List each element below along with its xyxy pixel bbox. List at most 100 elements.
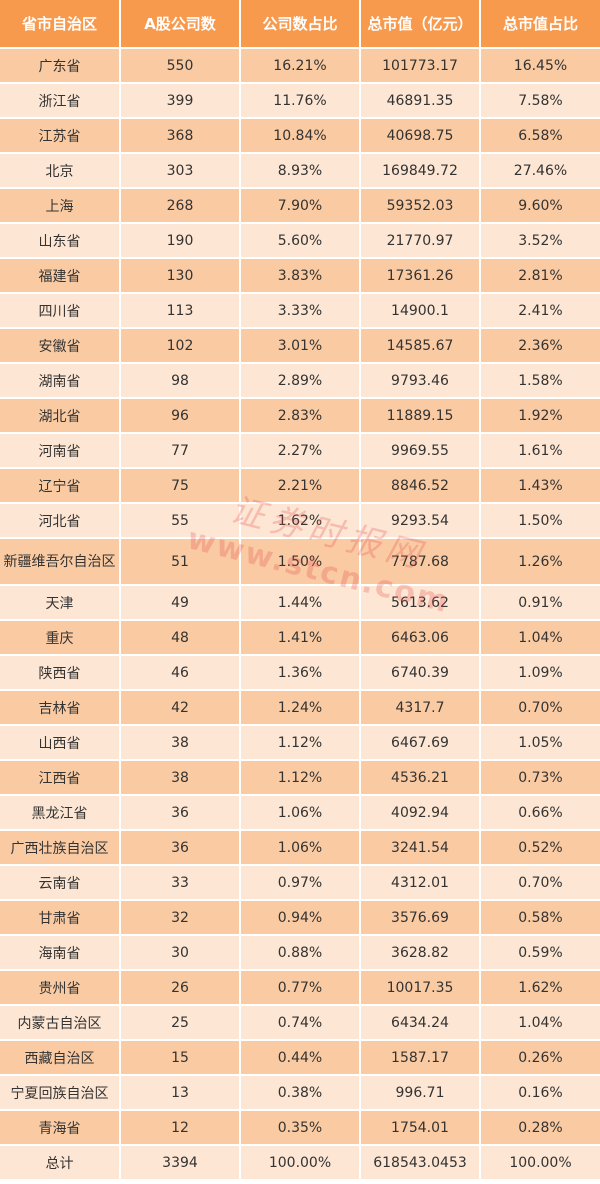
- row-region-cell: 新疆维吾尔自治区: [0, 539, 119, 584]
- row-market-cap-cell: 996.71: [361, 1076, 479, 1109]
- row-company-share-cell: 16.21%: [241, 49, 359, 82]
- row-region-cell: 广西壮族自治区: [0, 831, 119, 864]
- row-region-cell: 天津: [0, 586, 119, 619]
- row-company-count-cell: 49: [121, 586, 239, 619]
- row-region-cell: 江苏省: [0, 119, 119, 152]
- row-company-share-cell: 3.01%: [241, 329, 359, 362]
- row-company-share-cell: 0.97%: [241, 866, 359, 899]
- row-region-cell: 内蒙古自治区: [0, 1006, 119, 1039]
- row-market-cap-cell: 9293.54: [361, 504, 479, 537]
- row-company-share-cell: 3.33%: [241, 294, 359, 327]
- row-company-count-cell: 96: [121, 399, 239, 432]
- row-company-count-cell: 32: [121, 901, 239, 934]
- row-market-cap-cell: 14900.1: [361, 294, 479, 327]
- row-market-cap-cell: 9793.46: [361, 364, 479, 397]
- row-market-cap-share-cell: 2.36%: [481, 329, 600, 362]
- row-company-share-cell: 0.74%: [241, 1006, 359, 1039]
- header-company-count: A股公司数: [121, 0, 239, 47]
- row-company-share-cell: 10.84%: [241, 119, 359, 152]
- row-company-count-cell: 36: [121, 796, 239, 829]
- row-market-cap-share-cell: 1.04%: [481, 1006, 600, 1039]
- row-market-cap-share-cell: 0.16%: [481, 1076, 600, 1109]
- row-region-cell: 湖北省: [0, 399, 119, 432]
- row-market-cap-share-cell: 27.46%: [481, 154, 600, 187]
- row-region-cell: 湖南省: [0, 364, 119, 397]
- row-company-count-cell: 113: [121, 294, 239, 327]
- row-region-cell: 辽宁省: [0, 469, 119, 502]
- row-market-cap-share-cell: 0.26%: [481, 1041, 600, 1074]
- row-company-share-cell: 1.36%: [241, 656, 359, 689]
- row-market-cap-cell: 9969.55: [361, 434, 479, 467]
- row-region-cell: 河北省: [0, 504, 119, 537]
- row-market-cap-share-cell: 0.70%: [481, 691, 600, 724]
- total-market-cap-share-cell: 100.00%: [481, 1146, 600, 1179]
- total-region-cell: 总计: [0, 1146, 119, 1179]
- header-company-share: 公司数占比: [241, 0, 359, 47]
- row-region-cell: 河南省: [0, 434, 119, 467]
- row-region-cell: 黑龙江省: [0, 796, 119, 829]
- row-company-count-cell: 51: [121, 539, 239, 584]
- row-market-cap-cell: 6740.39: [361, 656, 479, 689]
- row-market-cap-cell: 21770.97: [361, 224, 479, 257]
- row-region-cell: 上海: [0, 189, 119, 222]
- row-company-share-cell: 1.06%: [241, 831, 359, 864]
- row-company-share-cell: 8.93%: [241, 154, 359, 187]
- row-market-cap-share-cell: 1.26%: [481, 539, 600, 584]
- row-company-count-cell: 190: [121, 224, 239, 257]
- row-company-count-cell: 77: [121, 434, 239, 467]
- row-company-share-cell: 0.38%: [241, 1076, 359, 1109]
- row-company-count-cell: 46: [121, 656, 239, 689]
- row-market-cap-share-cell: 1.05%: [481, 726, 600, 759]
- row-market-cap-cell: 40698.75: [361, 119, 479, 152]
- row-market-cap-cell: 169849.72: [361, 154, 479, 187]
- row-market-cap-cell: 4312.01: [361, 866, 479, 899]
- row-market-cap-share-cell: 2.81%: [481, 259, 600, 292]
- row-company-share-cell: 2.89%: [241, 364, 359, 397]
- row-region-cell: 陕西省: [0, 656, 119, 689]
- row-market-cap-cell: 101773.17: [361, 49, 479, 82]
- row-company-share-cell: 0.94%: [241, 901, 359, 934]
- row-market-cap-cell: 6434.24: [361, 1006, 479, 1039]
- row-market-cap-share-cell: 9.60%: [481, 189, 600, 222]
- row-market-cap-cell: 3628.82: [361, 936, 479, 969]
- row-market-cap-cell: 7787.68: [361, 539, 479, 584]
- row-company-count-cell: 15: [121, 1041, 239, 1074]
- row-region-cell: 广东省: [0, 49, 119, 82]
- row-market-cap-cell: 4317.7: [361, 691, 479, 724]
- row-market-cap-share-cell: 0.58%: [481, 901, 600, 934]
- row-company-count-cell: 399: [121, 84, 239, 117]
- row-market-cap-share-cell: 1.43%: [481, 469, 600, 502]
- row-company-count-cell: 38: [121, 761, 239, 794]
- row-region-cell: 西藏自治区: [0, 1041, 119, 1074]
- row-market-cap-cell: 8846.52: [361, 469, 479, 502]
- row-company-count-cell: 48: [121, 621, 239, 654]
- row-market-cap-cell: 59352.03: [361, 189, 479, 222]
- row-market-cap-share-cell: 3.52%: [481, 224, 600, 257]
- row-company-count-cell: 368: [121, 119, 239, 152]
- total-company-share-cell: 100.00%: [241, 1146, 359, 1179]
- row-market-cap-cell: 11889.15: [361, 399, 479, 432]
- row-market-cap-share-cell: 1.50%: [481, 504, 600, 537]
- row-region-cell: 福建省: [0, 259, 119, 292]
- row-market-cap-share-cell: 7.58%: [481, 84, 600, 117]
- total-market-cap-cell: 618543.0453: [361, 1146, 479, 1179]
- row-market-cap-cell: 3576.69: [361, 901, 479, 934]
- row-company-count-cell: 30: [121, 936, 239, 969]
- row-company-share-cell: 0.88%: [241, 936, 359, 969]
- row-region-cell: 浙江省: [0, 84, 119, 117]
- row-company-share-cell: 1.44%: [241, 586, 359, 619]
- row-market-cap-share-cell: 0.52%: [481, 831, 600, 864]
- row-market-cap-cell: 17361.26: [361, 259, 479, 292]
- row-market-cap-share-cell: 0.28%: [481, 1111, 600, 1144]
- row-market-cap-share-cell: 6.58%: [481, 119, 600, 152]
- row-market-cap-cell: 1754.01: [361, 1111, 479, 1144]
- row-company-share-cell: 1.41%: [241, 621, 359, 654]
- row-company-share-cell: 0.77%: [241, 971, 359, 1004]
- row-market-cap-share-cell: 1.62%: [481, 971, 600, 1004]
- row-company-share-cell: 1.62%: [241, 504, 359, 537]
- row-company-count-cell: 26: [121, 971, 239, 1004]
- row-region-cell: 山东省: [0, 224, 119, 257]
- row-region-cell: 重庆: [0, 621, 119, 654]
- row-market-cap-cell: 10017.35: [361, 971, 479, 1004]
